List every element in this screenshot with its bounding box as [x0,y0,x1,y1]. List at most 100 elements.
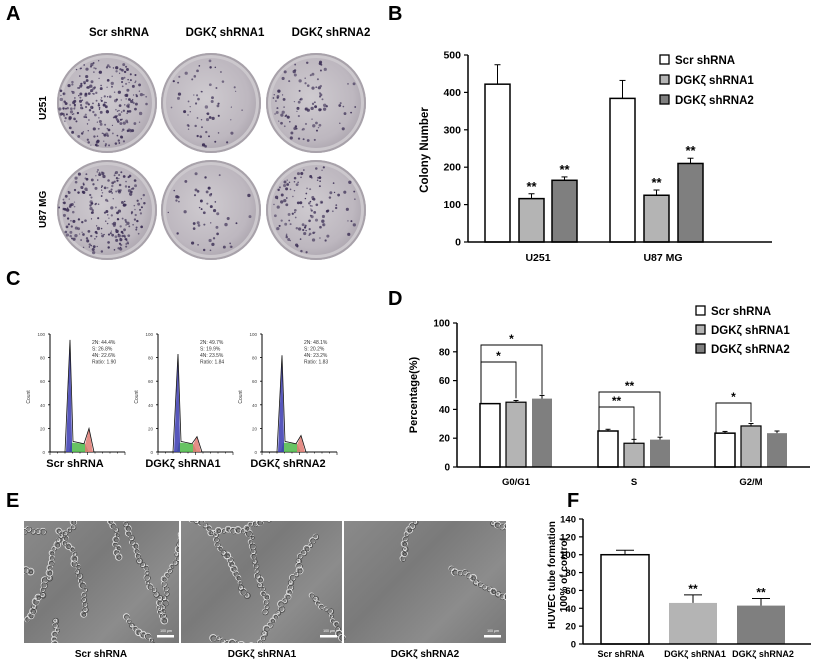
svg-text:HUVEC tube formation: HUVEC tube formation [547,521,558,629]
colony-dish [57,160,157,260]
panel-label-a: A [6,3,21,25]
histogram-caption-scr: Scr shRNA [46,458,104,470]
svg-text:20: 20 [148,426,154,431]
svg-text:200: 200 [443,162,461,174]
cell-cycle-percentage-chart: G0/G1 S G2/M*******020406080100Percentage(… [408,305,810,488]
col-header-scr: Scr shRNA [88,27,150,39]
svg-text:Count: Count [238,390,244,404]
svg-text:300: 300 [443,124,461,136]
svg-text:G2/M: G2/M [739,477,762,488]
svg-text:S: 26.8%: S: 26.8% [92,347,113,353]
svg-text:**: ** [559,162,570,177]
svg-text:140: 140 [560,515,576,526]
svg-text:**: ** [756,585,766,599]
svg-text:DGKζ shRNA1: DGKζ shRNA1 [664,649,726,659]
svg-text:120: 120 [560,532,576,543]
svg-text:20: 20 [565,622,576,633]
svg-text:Scr shRNA: Scr shRNA [675,55,735,67]
panel-label-f: F [567,490,580,512]
svg-text:20: 20 [252,426,258,431]
svg-text:S: S [631,477,637,488]
svg-text:20: 20 [439,434,451,445]
colony-dish [161,160,261,260]
svg-text:60: 60 [439,376,451,387]
svg-text:Scr shRNA: Scr shRNA [711,306,771,318]
svg-text:0: 0 [254,450,257,455]
svg-text:80: 80 [565,568,576,579]
micrograph-scr: 100 μm [24,521,179,643]
svg-text:0: 0 [150,450,153,455]
col-header-sh2: DGKζ shRNA2 [291,27,371,39]
svg-text:100 μm: 100 μm [323,629,335,633]
svg-text:Percentage(%): Percentage(%) [408,356,420,433]
svg-text:100: 100 [249,332,257,337]
svg-text:100: 100 [443,199,461,211]
col-header-sh1: DGKζ shRNA1 [185,27,265,39]
svg-text:60: 60 [252,379,258,384]
micrograph-caption-sh1: DGKζ shRNA1 [227,649,297,660]
svg-text:80: 80 [252,356,258,361]
svg-text:U87 MG: U87 MG [643,252,682,264]
svg-text:Count: Count [134,390,140,404]
svg-text:80: 80 [40,356,46,361]
svg-text:0: 0 [444,463,450,474]
svg-text:100: 100 [433,319,450,330]
svg-text:DGKζ shRNA2: DGKζ shRNA2 [732,649,794,659]
svg-text:DGKζ shRNA2: DGKζ shRNA2 [675,95,754,107]
svg-text:40: 40 [148,403,154,408]
svg-text:40: 40 [565,604,576,615]
cell-cycle-histograms: 0 20 40 60 80 100 Count 2N: 44.4%S: 26.8%4N: 22… [26,332,338,455]
svg-text:G0/G1: G0/G1 [502,477,531,488]
colony-dish [161,53,261,153]
tube-formation-chart: Scr shRNA ** DGKζ shRNA1 ** DGKζ shRNA2 0 20 40… [547,515,811,659]
svg-text:DGKζ shRNA2: DGKζ shRNA2 [711,344,790,356]
svg-text:40: 40 [40,403,46,408]
svg-text:**: ** [612,394,622,408]
micrograph-caption-sh2: DGKζ shRNA2 [390,649,460,660]
svg-text:**: ** [651,175,662,190]
svg-text:**: ** [526,179,537,194]
svg-text:4N: 23.5%: 4N: 23.5% [200,353,224,359]
svg-text:U251: U251 [525,252,550,264]
svg-text:4N: 23.2%: 4N: 23.2% [304,353,328,359]
svg-text:*: * [496,349,501,363]
panel-label-d: D [388,288,403,310]
svg-text:100: 100 [560,550,576,561]
colony-dish [57,53,157,153]
svg-text:0: 0 [571,640,576,651]
svg-text:100: 100 [145,332,153,337]
row-header-u251: U251 [38,96,49,120]
svg-text:DGKζ shRNA1: DGKζ shRNA1 [711,325,790,337]
svg-text:40: 40 [252,403,258,408]
svg-text:60: 60 [40,379,46,384]
row-header-u87: U87 MG [38,190,49,228]
svg-text:100 μm: 100 μm [160,629,172,633]
svg-text:**: ** [688,582,698,596]
svg-text:**: ** [685,143,696,158]
svg-text:S: 20.2%: S: 20.2% [304,347,325,353]
svg-text:S: 19.9%: S: 19.9% [200,347,221,353]
colony-dish [266,160,366,260]
svg-text:Ratio: 1.84: Ratio: 1.84 [200,360,224,366]
panel-label-e: E [6,490,20,512]
svg-text:80: 80 [148,356,154,361]
micrograph-sh1: 100 μm [181,521,342,643]
svg-text:2N: 49.7%: 2N: 49.7% [200,340,224,346]
svg-text:80: 80 [439,347,451,358]
svg-text:20: 20 [40,426,46,431]
svg-text:0: 0 [455,237,461,249]
svg-text:Ratio: 1.90: Ratio: 1.90 [92,360,116,366]
svg-text:DGKζ shRNA1: DGKζ shRNA1 [675,75,754,87]
colony-number-chart: ** ** U251 ** ** U87 MG 0 100 200 300 400 500 Colony… [419,50,772,264]
svg-text:40: 40 [439,405,451,416]
svg-text:**: ** [625,379,635,393]
svg-text:Count: Count [26,390,32,404]
panel-label-b: B [388,3,403,25]
svg-text:2N: 48.1%: 2N: 48.1% [304,340,328,346]
histogram-caption-sh1: DGKζ shRNA1 [145,458,221,470]
svg-text:400: 400 [443,87,461,99]
svg-text:500: 500 [443,50,461,62]
micrograph-caption-scr: Scr shRNA [74,649,128,660]
svg-text:60: 60 [148,379,154,384]
svg-text:*: * [509,332,514,346]
